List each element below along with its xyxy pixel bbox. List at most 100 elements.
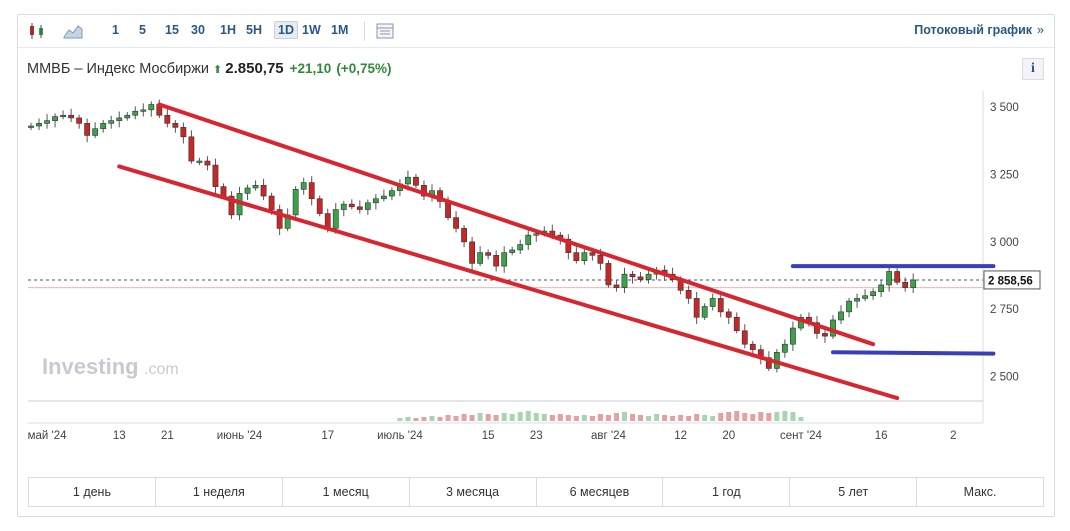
candle-body [332, 209, 339, 229]
y-tick-label: 3 000 [990, 237, 1019, 249]
x-tick-label: 23 [530, 430, 543, 442]
candle-body [372, 198, 379, 204]
stream-chart-label: Потоковый график [914, 23, 1033, 37]
volume-bar [662, 415, 668, 421]
volume-bar [638, 415, 644, 421]
candle-body [100, 123, 107, 130]
candle-body [140, 109, 147, 112]
candle-body [517, 244, 524, 251]
candle-body [589, 252, 596, 256]
volume-bar [670, 416, 676, 421]
candle-body [693, 298, 700, 318]
volume-bar [686, 416, 692, 421]
volume-bar [605, 415, 611, 421]
candle-body [886, 271, 893, 286]
range-1y[interactable]: 1 год [663, 478, 791, 506]
candle-body [862, 295, 868, 299]
candle-body [388, 190, 395, 197]
volume-bar [541, 414, 547, 421]
price-change-percent: (+0,75%) [336, 61, 392, 76]
candle-body [204, 160, 211, 166]
candle-body [212, 164, 219, 187]
interval-1d[interactable]: 1D [274, 21, 298, 39]
volume-bar [445, 415, 451, 421]
candle-body [28, 125, 34, 128]
candle-body [629, 273, 636, 278]
candle-body [116, 117, 123, 121]
toolbar-divider [364, 21, 365, 41]
x-tick-label: 21 [161, 430, 174, 442]
interval-15[interactable]: 15 [165, 23, 179, 37]
volume-bar [694, 414, 700, 421]
channel-trendline [157, 102, 876, 347]
volume-bar [421, 417, 427, 421]
channel-trendline [117, 164, 900, 401]
volume-bar [565, 415, 571, 421]
candle-body [477, 252, 484, 264]
candle-body [637, 276, 644, 280]
candle-body [92, 128, 99, 136]
volume-bar [397, 418, 403, 421]
candle-body [44, 120, 50, 124]
range-3m[interactable]: 3 месяца [410, 478, 537, 506]
candle-body [356, 206, 363, 210]
interval-5[interactable]: 5 [139, 23, 146, 37]
x-tick-label: 16 [875, 430, 888, 442]
volume-bar [750, 414, 756, 421]
arrow-up-icon: ⬆ [213, 64, 223, 76]
candle-body [878, 284, 885, 292]
candle-body [733, 316, 740, 332]
chart-widget: 1 5 15 30 1H 5H 1D 1W 1M Потоковый графи… [17, 14, 1055, 517]
x-tick-label: 17 [321, 430, 334, 442]
volume-bar [501, 413, 507, 421]
candle-body [765, 357, 772, 369]
interval-5h[interactable]: 5H [246, 23, 262, 37]
interval-1h[interactable]: 1H [220, 23, 236, 37]
candlestick-icon[interactable] [26, 20, 48, 42]
candle-body [509, 249, 516, 253]
candle-body [725, 311, 732, 318]
candle-body [485, 252, 492, 256]
x-tick-label: 12 [674, 430, 687, 442]
range-5y[interactable]: 5 лет [790, 478, 918, 506]
x-tick-label: авг '24 [591, 430, 626, 442]
candle-body [894, 271, 901, 283]
double-chevron-right-icon: » [1037, 23, 1044, 37]
settings-panel-icon[interactable] [374, 20, 396, 42]
volume-bar [726, 412, 732, 421]
candle-body [164, 114, 171, 124]
volume-bar [525, 411, 531, 421]
volume-bar [405, 417, 411, 421]
info-button[interactable]: i [1022, 58, 1044, 80]
candle-body [701, 306, 708, 318]
candle-body [565, 238, 572, 253]
volume-bar [549, 415, 555, 421]
range-1m[interactable]: 1 месяц [283, 478, 410, 506]
range-1w[interactable]: 1 неделя [156, 478, 283, 506]
price-chart[interactable]: Investing .com 3 500 3 250 3 000 2 750 2 500 2 … [18, 15, 1054, 475]
volume-bar [413, 418, 419, 421]
candle-body [172, 123, 179, 128]
candle-body [846, 300, 852, 313]
candle-body [597, 255, 604, 264]
y-tick-label: 2 750 [990, 304, 1019, 316]
volume-bar [461, 414, 467, 421]
volume-bar [517, 412, 523, 421]
interval-1w[interactable]: 1W [302, 23, 321, 37]
volume-bar [790, 412, 796, 421]
interval-1m[interactable]: 1M [331, 23, 349, 37]
volume-bar [581, 415, 587, 421]
area-chart-icon[interactable] [62, 20, 84, 42]
candle-body [180, 127, 187, 138]
range-6m[interactable]: 6 месяцев [537, 478, 664, 506]
interval-30[interactable]: 30 [191, 23, 205, 37]
range-max[interactable]: Макс. [963, 485, 997, 499]
last-price: 2.850,75 [225, 60, 284, 77]
range-1d[interactable]: 1 день [29, 478, 156, 506]
interval-1[interactable]: 1 [112, 23, 119, 37]
candle-body [910, 279, 917, 288]
candle-body [501, 252, 508, 267]
y-tick-label: 3 500 [990, 102, 1019, 114]
candle-body [268, 195, 275, 210]
stream-chart-link[interactable]: Потоковый график » [914, 23, 1044, 37]
